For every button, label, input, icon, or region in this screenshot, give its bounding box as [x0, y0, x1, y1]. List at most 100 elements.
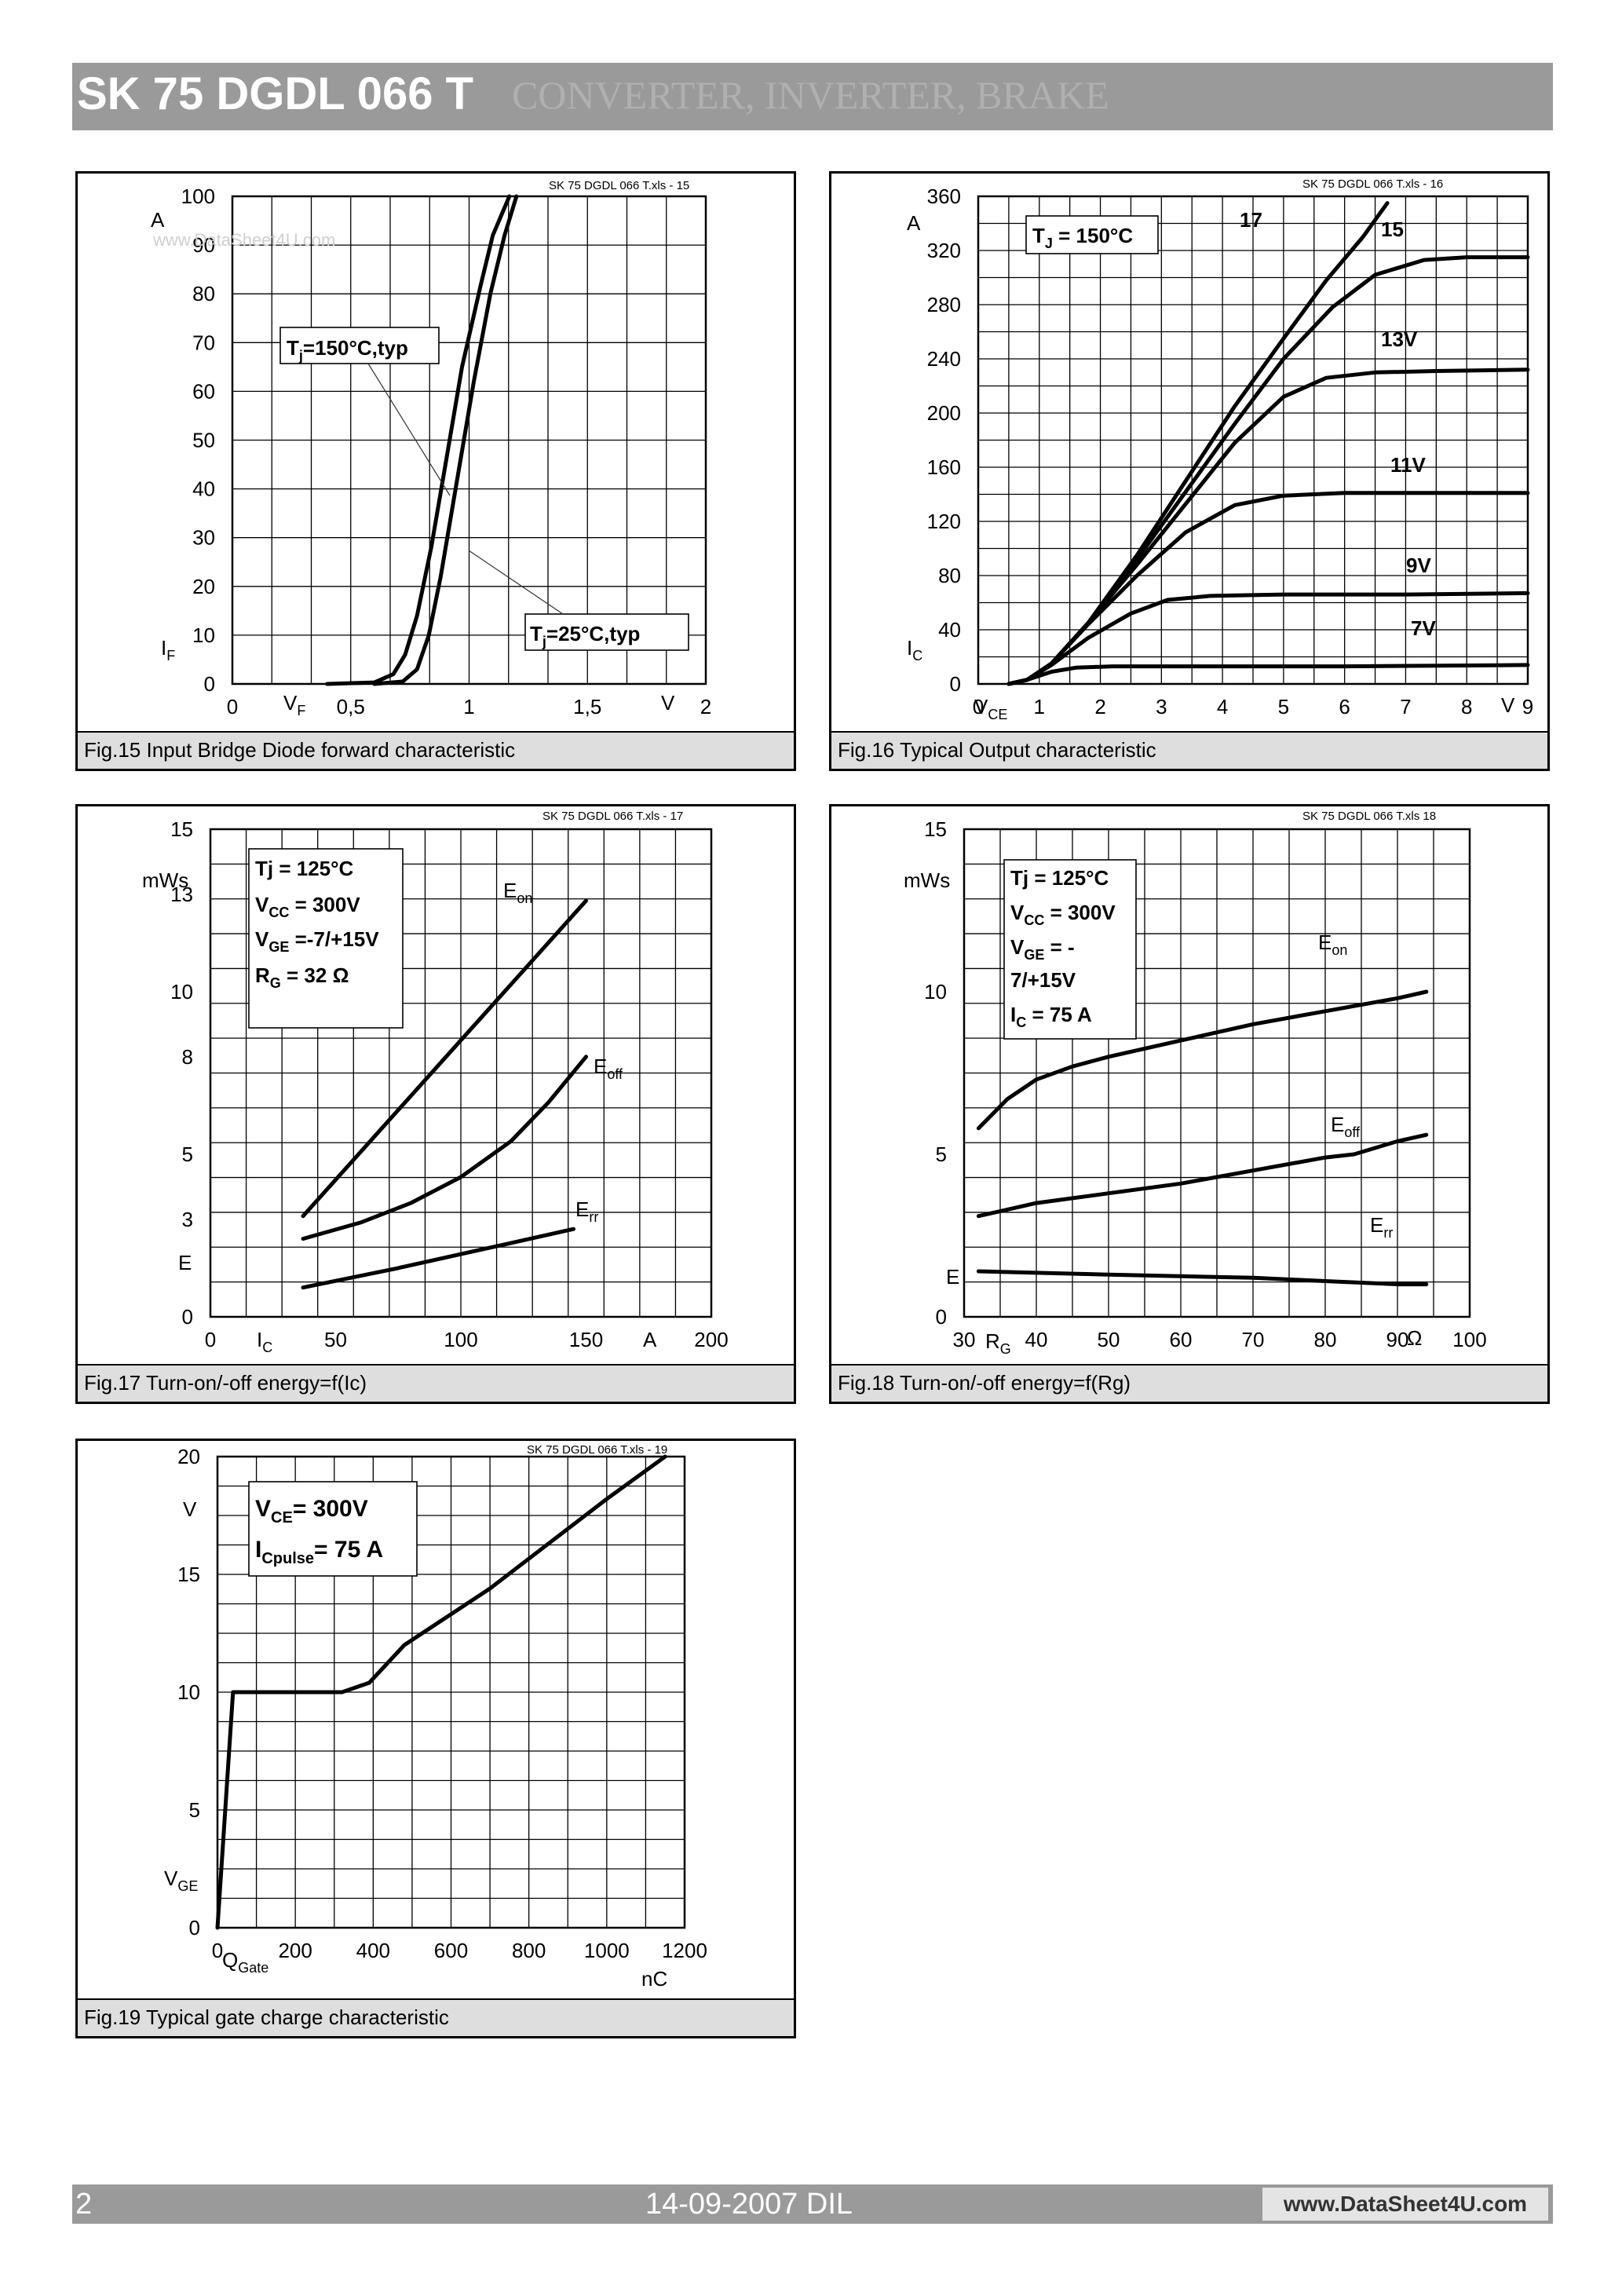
fig16-x-tick-label: 5	[1278, 695, 1289, 718]
fig19-y-tick-label: 15	[177, 1563, 200, 1586]
fig17-y-tick-label: 0	[182, 1305, 193, 1329]
figure-18-panel: 30 40 50 60 70 80 90 100 0 5 10 15 SK 75 DGDL 066 T.…	[829, 804, 1550, 1404]
fig18-cond-vge: VGE = -	[1010, 935, 1075, 963]
fig15-series-line-0	[325, 194, 512, 686]
fig16-y-tick-label: 40	[938, 618, 961, 642]
footer-website-link[interactable]: www.DataSheet4U.com	[1262, 2188, 1548, 2221]
fig17-series-line-eoff	[301, 1055, 588, 1241]
fig16-series-line-9v	[1006, 590, 1530, 686]
fig19-x-tick-label: 400	[356, 1939, 390, 1962]
fig16-file-label: SK 75 DGDL 066 T.xls - 16	[1302, 177, 1443, 191]
fig17-plot-frame	[209, 828, 713, 1318]
fig17-cond-vcc: VCC = 300V	[255, 893, 360, 920]
fig18-label-eon: Eon	[1318, 930, 1347, 958]
fig15-y-unit: A	[151, 208, 165, 232]
fig16-series-line-15	[1006, 255, 1530, 686]
fig16-y-tick-label: 200	[927, 401, 961, 425]
fig19-file-label: SK 75 DGDL 066 T.xls - 19	[527, 1443, 667, 1457]
fig15-leader-hot	[367, 363, 451, 496]
fig18-x-tick-label: 60	[1170, 1328, 1193, 1351]
fig15-y-tick-label: 30	[192, 526, 215, 550]
fig18-label-err: Err	[1370, 1213, 1393, 1241]
fig18-cond-vge-cont: 7/+15V	[1010, 968, 1076, 992]
figure-19-chart: 0 200 400 600 800 1000 1200 0 5 10 15 20 SK 75 DGDL …	[164, 1443, 707, 1991]
fig17-x-tick-label: 100	[444, 1328, 477, 1351]
fig15-label-hot-box	[279, 327, 440, 364]
fig16-x-tick-label: 3	[1156, 695, 1167, 718]
fig19-y-tick-label: 5	[189, 1798, 200, 1822]
fig17-cond-rg: RG = 32 Ω	[255, 963, 349, 991]
fig19-y-axis-label: VGE	[164, 1866, 198, 1894]
fig17-y-tick-label: 8	[182, 1045, 193, 1069]
fig17-y-tick-label: 3	[182, 1208, 193, 1231]
figure-17-panel: 0 50 100 150 200 0 3 5 8 10 13 15 SK 75 DGDL 066 T.x…	[75, 804, 796, 1404]
fig16-x-tick-label: 9	[1522, 695, 1533, 718]
fig16-x-tick-label: 2	[1094, 695, 1105, 718]
fig18-x-axis-label: RG	[985, 1329, 1011, 1357]
fig16-curve-label: 9V	[1406, 554, 1431, 577]
page-title: SK 75 DGDL 066 T	[77, 68, 474, 119]
fig15-y-tick-label: 100	[181, 185, 215, 208]
fig18-label-eoff: Eoff	[1331, 1113, 1361, 1140]
figure-19-caption: Fig.19 Typical gate charge characteristi…	[78, 1998, 794, 2036]
fig18-x-tick-label: 40	[1025, 1328, 1048, 1351]
fig16-x-tick-label: 4	[1217, 695, 1228, 718]
fig16-x-unit: V	[1501, 693, 1515, 717]
fig16-y-tick-label: 240	[927, 347, 961, 371]
fig15-watermark: www.DataSheet4U.com	[152, 230, 335, 250]
fig15-y-tick-label: 20	[192, 575, 215, 598]
fig16-y-tick-label: 0	[950, 672, 961, 696]
fig18-conditions-box	[1003, 859, 1137, 1040]
fig19-x-axis-label: QGate	[222, 1948, 269, 1976]
fig16-curve-label: 7V	[1411, 616, 1436, 640]
fig16-series-line-7v	[1006, 663, 1530, 686]
figure-19-panel: 0 200 400 600 800 1000 1200 0 5 10 15 20 SK 75 DGDL …	[75, 1439, 796, 2038]
fig16-y-axis-label: IC	[907, 636, 922, 664]
fig19-series-line-0	[215, 1454, 667, 1930]
fig15-x-unit: V	[661, 691, 675, 715]
fig15-y-tick-label: 80	[192, 282, 215, 305]
footer-bar: 2 14-09-2007 DIL www.DataSheet4U.com	[72, 2184, 1553, 2224]
fig16-x-tick-label: 6	[1339, 695, 1350, 718]
fig16-x-tick-label: 1	[1034, 695, 1045, 718]
fig15-x-tick-label: 0,5	[337, 695, 365, 718]
fig16-curve-label: 11V	[1390, 453, 1426, 477]
figure-18-caption: Fig.18 Turn-on/-off energy=f(Rg)	[831, 1364, 1547, 1402]
fig19-x-tick-label: 1200	[662, 1939, 707, 1962]
fig16-curve-label: 17	[1240, 208, 1262, 232]
fig18-y-tick-label: 15	[924, 817, 947, 841]
fig15-label-cold: Tj=25°C,typ	[530, 622, 640, 649]
fig15-y-tick-label: 60	[192, 379, 215, 403]
fig18-series-line-eoff	[976, 1132, 1429, 1219]
fig15-y-tick-label: 10	[192, 623, 215, 647]
fig18-y-tick-label: 5	[936, 1143, 947, 1166]
fig18-y-tick-label: 0	[936, 1305, 947, 1329]
fig19-x-tick-label: 800	[512, 1939, 546, 1962]
fig19-y-unit: V	[183, 1497, 197, 1521]
fig15-x-tick-label: 0	[227, 695, 238, 718]
fig19-x-tick-label: 200	[278, 1939, 312, 1962]
fig19-y-tick-label: 0	[189, 1916, 200, 1940]
fig19-y-tick-label: 20	[177, 1445, 200, 1468]
fig15-y-tick-label: 40	[192, 477, 215, 501]
fig15-y-axis-label: IF	[161, 636, 175, 664]
fig17-x-tick-label: 200	[694, 1328, 728, 1351]
fig16-y-tick-label: 280	[927, 293, 961, 316]
fig17-y-tick-label: 10	[170, 980, 193, 1004]
fig18-x-tick-label: 80	[1314, 1328, 1337, 1351]
fig16-temp-label: TJ = 150°C	[1032, 224, 1133, 251]
fig17-cond-vge: VGE =-7/+15V	[255, 927, 379, 955]
figure-18-chart: 30 40 50 60 70 80 90 100 0 5 10 15 SK 75 DGDL 066 T.…	[904, 810, 1487, 1357]
fig18-plot-frame	[963, 828, 1471, 1318]
fig17-series-line-eon	[301, 898, 588, 1219]
fig19-x-tick-label: 0	[212, 1939, 223, 1962]
figure-15-caption: Fig.15 Input Bridge Diode forward charac…	[78, 731, 794, 769]
title-bar: SK 75 DGDL 066 T CONVERTER, INVERTER, BR…	[72, 63, 1553, 130]
fig18-y-tick-label: 10	[924, 980, 947, 1004]
fig17-x-tick-label: 50	[324, 1328, 347, 1351]
fig17-label-err: Err	[575, 1197, 598, 1225]
fig15-y-tick-label: 0	[204, 672, 215, 696]
fig16-y-tick-label: 360	[927, 185, 961, 208]
fig18-x-tick-label: 100	[1452, 1328, 1486, 1351]
